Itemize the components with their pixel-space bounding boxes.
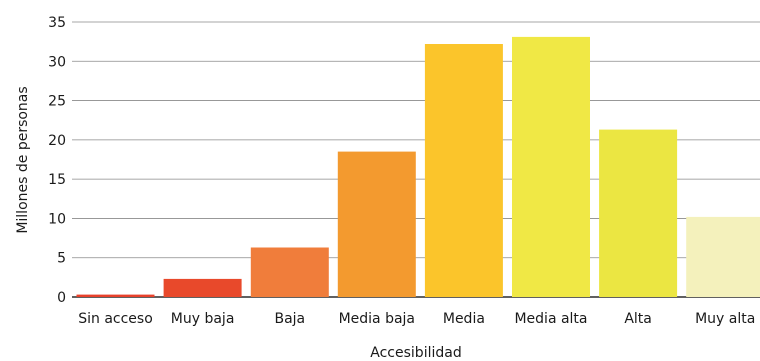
y-axis-title: Millones de personas — [15, 86, 31, 233]
y-tick-label: 10 — [48, 211, 66, 227]
x-tick-label: Sin acceso — [78, 311, 153, 327]
y-tick-label: 25 — [48, 94, 66, 110]
y-tick-label: 0 — [57, 290, 66, 306]
y-tick-label: 5 — [57, 251, 66, 267]
x-tick-labels: Sin acceso Muy baja Baja Media baja Media Med… — [78, 311, 755, 327]
bar-media-baja — [337, 151, 416, 297]
x-axis-title: Accesibilidad — [370, 345, 461, 361]
x-tick-label: Muy baja — [171, 311, 235, 327]
x-tick-label: Media — [443, 311, 485, 327]
bar-media-alta — [512, 36, 590, 298]
bar-muy-alta — [686, 216, 760, 297]
bar-alta — [599, 129, 678, 297]
bar-media — [424, 44, 503, 297]
y-tick-labels: 0 5 10 15 20 25 30 35 — [48, 15, 66, 306]
x-tick-label: Muy alta — [695, 311, 755, 327]
y-tick-label: 35 — [48, 15, 66, 31]
x-tick-label: Media alta — [514, 311, 587, 327]
x-tick-label: Media baja — [339, 311, 415, 327]
bar-muy-baja — [163, 278, 242, 297]
x-tick-label: Alta — [624, 311, 652, 327]
bar-sin-acceso — [76, 294, 155, 297]
y-tick-label: 30 — [48, 54, 66, 70]
bars — [76, 36, 760, 298]
x-tick-label: Baja — [274, 311, 305, 327]
y-tick-label: 15 — [48, 172, 66, 188]
bar-baja — [250, 247, 329, 297]
y-tick-label: 20 — [48, 133, 66, 149]
